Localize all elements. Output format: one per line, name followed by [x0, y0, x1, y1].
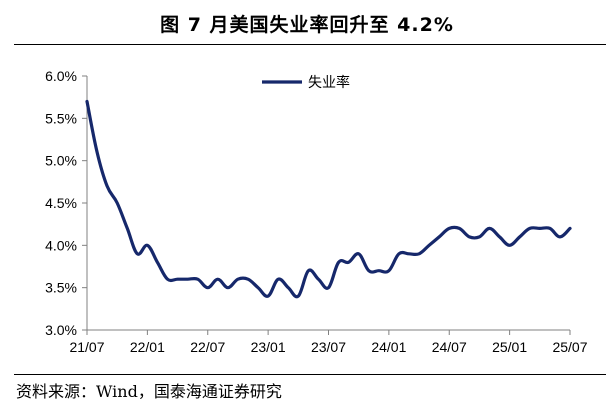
- source-note: 资料来源：Wind，国泰海通证券研究: [16, 382, 282, 401]
- chart-title: 图 7 月美国失业率回升至 4.2%: [160, 14, 454, 36]
- y-axis: 3.0% 3.5% 4.0% 4.5% 5.0% 5.5% 6.0%: [45, 68, 88, 338]
- y-tick-label: 4.5%: [45, 195, 77, 211]
- legend-label: 失业率: [308, 74, 350, 91]
- x-tick-label: 23/01: [251, 339, 286, 355]
- y-tick-label: 3.0%: [45, 322, 77, 338]
- x-tick-label: 24/07: [432, 339, 467, 355]
- legend: 失业率: [262, 74, 350, 91]
- y-tick-label: 5.0%: [45, 153, 77, 169]
- y-tick-label: 4.0%: [45, 237, 77, 253]
- x-tick-label: 24/01: [371, 339, 406, 355]
- y-tick-label: 5.5%: [45, 110, 77, 126]
- bottom-rule: [14, 374, 606, 375]
- x-tick-label: 21/07: [69, 339, 104, 355]
- series-layer: [85, 99, 572, 299]
- x-axis: 21/07 22/01 22/07 23/01 23/07 24/01 24/07 25/01…: [69, 329, 588, 355]
- y-tick-label: 6.0%: [45, 68, 77, 84]
- x-tick-label: 25/07: [552, 339, 587, 355]
- x-tick-label: 22/01: [130, 339, 165, 355]
- x-tick-label: 23/07: [311, 339, 346, 355]
- series-line-unemployment: [85, 99, 572, 299]
- top-rule: [14, 44, 606, 45]
- x-tick-label: 22/07: [190, 339, 225, 355]
- x-tick-label: 25/01: [492, 339, 527, 355]
- y-tick-label: 3.5%: [45, 280, 77, 296]
